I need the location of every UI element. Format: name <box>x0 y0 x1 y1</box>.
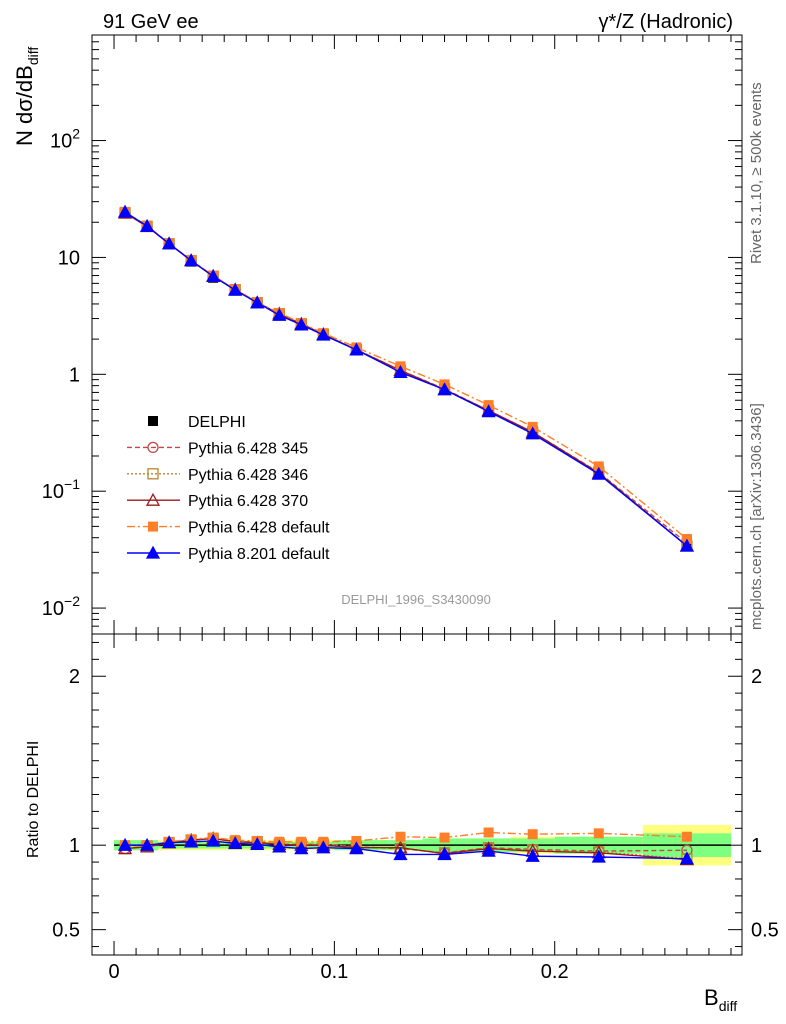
ratio-point-p8def <box>437 847 452 861</box>
data-point-p8def <box>184 253 199 267</box>
y-tick-label: 10 <box>58 247 80 269</box>
data-point-p8def <box>250 295 265 309</box>
legend-label-p370: Pythia 6.428 370 <box>188 493 308 510</box>
y-tick-label-right: 2 <box>751 666 762 688</box>
ratio-point-p6def <box>593 828 604 839</box>
ratio-point-p8def <box>206 833 221 847</box>
ratio-point-p6def <box>395 831 406 842</box>
legend-marker-p345 <box>147 441 159 454</box>
legend-marker-data <box>148 416 158 426</box>
ratio-point-p6def <box>527 829 538 840</box>
ratio-point-p8def <box>139 837 155 851</box>
legend-marker-p346 <box>147 468 159 480</box>
ratio-point-p8def <box>481 843 496 857</box>
ratio-point-p8def <box>162 835 177 849</box>
ratio-point-p8def <box>117 837 133 851</box>
ratio-point-p8def <box>294 841 309 855</box>
ratio-point-p6def <box>351 835 362 846</box>
right-title: γ*/Z (Hadronic) <box>599 11 733 33</box>
ratio-point-p8def <box>393 847 408 861</box>
legend-marker-p370 <box>145 492 161 506</box>
ratio-point-p8def <box>525 848 540 862</box>
ratio-point-p8def <box>250 836 265 850</box>
data-point-p8def <box>679 538 695 552</box>
mcplots-label: mcplots.cern.ch [arXiv:1306.3436] <box>748 403 765 630</box>
legend: DELPHI Pythia 6.428 345 Pythia 6.428 346 Py… <box>127 414 330 563</box>
legend-marker-p8def <box>145 545 161 559</box>
y-tick-label: 102 <box>50 126 80 153</box>
data-point-p8def <box>117 204 133 218</box>
data-point-p8def <box>272 307 287 321</box>
ratio-y-axis-label: Ratio to DELPHI <box>25 741 42 858</box>
data-point-p8def <box>206 268 221 282</box>
y-tick-label-right: 0.5 <box>751 920 779 942</box>
main-panel: 10−2 10−1 1 10 102 N dσ/dBdiff DELPHI_1996_S34… <box>12 34 743 635</box>
y-tick-label-left: 2 <box>69 666 80 688</box>
data-point-p8def <box>162 236 177 250</box>
ratio-point-p8def <box>272 839 287 853</box>
left-title: 91 GeV ee <box>103 11 199 33</box>
x-tick-label: 0.2 <box>541 961 569 983</box>
x-axis-label: Bdiff <box>704 985 737 1014</box>
ratio-point-p8def <box>228 836 243 850</box>
ratio-point-p6def <box>439 832 450 843</box>
legend-label-p345: Pythia 6.428 345 <box>188 440 308 457</box>
y-axis-label: N dσ/dBdiff <box>12 47 41 146</box>
legend-label-p6def: Pythia 6.428 default <box>188 520 330 537</box>
y-tick-label: 10−1 <box>42 476 80 503</box>
ratio-point-p8def <box>316 840 331 854</box>
data-point-p8def <box>349 342 364 356</box>
data-point-p8def <box>139 218 155 232</box>
y-tick-label-left: 0.5 <box>52 920 80 942</box>
y-tick-label: 10−2 <box>42 593 80 620</box>
data-point-p8def <box>525 426 540 440</box>
ratio-point-p8def <box>591 849 606 863</box>
data-point-p8def <box>437 382 452 396</box>
data-point-p8def <box>228 282 243 296</box>
legend-label-p8def: Pythia 8.201 default <box>188 546 330 563</box>
legend-label-p346: Pythia 6.428 346 <box>188 467 308 484</box>
analysis-label: DELPHI_1996_S3430090 <box>341 592 491 607</box>
ratio-panel: 0.5 0.5 1 1 2 2 0 0.1 0.2 Ratio to DELPHI Bdiff <box>25 633 779 1014</box>
ratio-point-p8def <box>679 851 695 865</box>
data-point-p8def <box>591 466 606 480</box>
y-tick-label-left: 1 <box>69 835 80 857</box>
x-tick-label: 0 <box>108 961 119 983</box>
x-tick-label: 0.1 <box>320 961 348 983</box>
legend-label-data: DELPHI <box>188 414 246 431</box>
data-point-p8def <box>316 327 331 341</box>
ratio-point-p8def <box>349 841 364 855</box>
legend-marker-p6def <box>148 521 158 532</box>
ratio-frame <box>91 633 743 956</box>
rivet-version-label: Rivet 3.1.10, ≥ 500k events <box>748 82 765 264</box>
y-tick-label-right: 1 <box>751 835 762 857</box>
ratio-point-p6def <box>681 831 692 842</box>
data-point-p8def <box>393 364 408 378</box>
ratio-point-p6def <box>483 827 494 838</box>
y-tick-label: 1 <box>69 364 80 386</box>
data-point-p8def <box>294 317 309 331</box>
data-point-p8def <box>481 404 496 418</box>
main-frame <box>91 34 743 635</box>
data-point-p6def <box>593 461 604 472</box>
ratio-point-p8def <box>184 834 199 848</box>
